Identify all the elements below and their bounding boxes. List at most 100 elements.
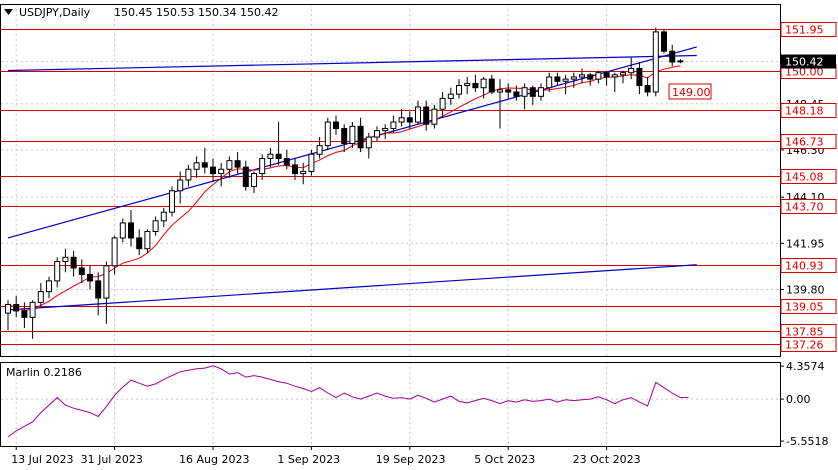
candle-body [46, 280, 52, 293]
candle-body [333, 121, 339, 129]
candle-body [62, 256, 69, 263]
candle-body [513, 91, 520, 97]
candle-body [505, 89, 512, 93]
collapse-arrow-icon[interactable] [4, 9, 13, 15]
oscillator-title: Marlin 0.2186 [6, 366, 82, 379]
trend-line [7, 54, 697, 72]
candle-body [226, 160, 233, 170]
horizontal-levels [1, 29, 780, 345]
candle-body [365, 136, 372, 149]
candle-body [144, 231, 151, 250]
candle-body [579, 74, 585, 78]
candle-body [472, 82, 479, 89]
level-label: 146.73 [785, 136, 824, 149]
candle-body [300, 170, 307, 175]
candle-body [456, 85, 462, 95]
candle-body [357, 125, 364, 149]
grid [1, 4, 780, 446]
target-label-box [668, 83, 712, 100]
x-tick-label: 23 Oct 2023 [573, 453, 641, 466]
candle-body [570, 76, 577, 80]
candle-body [554, 76, 561, 82]
level-label-box [780, 22, 837, 37]
candle-body [611, 74, 618, 78]
candle-body [152, 220, 159, 233]
level-label: 137.26 [785, 339, 824, 352]
current-price-label: 150.42 [785, 56, 824, 69]
candle-body [636, 67, 643, 87]
level-label: 140.93 [785, 260, 824, 273]
candle-body [644, 85, 651, 93]
candle-body [316, 145, 323, 155]
candle-body [587, 74, 594, 80]
level-label: 143.70 [785, 201, 824, 214]
candle-body [324, 121, 331, 147]
current-price-box [781, 54, 836, 69]
candle-body [218, 168, 225, 175]
candle-body [29, 301, 36, 318]
candle-body [128, 222, 134, 239]
candle-body [488, 78, 495, 93]
symbol-label: USDJPY,Daily [19, 6, 91, 19]
oscillator [1, 365, 780, 438]
candle-body [292, 164, 298, 175]
candle-body [251, 173, 257, 187]
candle-body [398, 117, 405, 123]
candle-body [78, 267, 85, 275]
candle-body [70, 256, 77, 269]
level-label-box [780, 299, 837, 314]
candle-body [136, 237, 143, 250]
candle-body [562, 78, 569, 82]
candle-body [242, 166, 249, 187]
candle-body [447, 93, 454, 99]
level-label-box [780, 258, 837, 273]
candle-body [37, 291, 44, 303]
level-label-box [780, 103, 837, 118]
oscillator-line [7, 365, 689, 438]
candle-body [439, 97, 446, 110]
candle-body [538, 87, 544, 97]
level-label: 148.18 [785, 105, 824, 118]
candle-body [374, 130, 380, 138]
candle-body [529, 87, 536, 97]
candle-body [13, 303, 20, 312]
candle-body [21, 310, 28, 318]
candle-body [160, 211, 167, 222]
candle-body [415, 106, 421, 123]
candles [5, 27, 684, 339]
osc-tick-label: 4.3574 [786, 360, 825, 373]
moving-average [7, 65, 701, 312]
candle-body [308, 153, 315, 172]
candle-body [382, 127, 389, 132]
candle-body [349, 125, 356, 145]
osc-tick-label: -5.5518 [786, 435, 828, 448]
candle-body [177, 179, 184, 192]
level-label: 137.85 [785, 326, 824, 339]
candle-body [423, 106, 430, 125]
x-tick-label: 31 Jul 2023 [81, 453, 143, 466]
x-tick-label: 1 Sep 2023 [277, 453, 340, 466]
candle-body [275, 153, 282, 160]
candle-body [259, 158, 266, 175]
candle-body [95, 280, 102, 299]
candle-body [185, 168, 192, 181]
candle-body [628, 67, 635, 74]
candle-body [5, 303, 11, 314]
candle-body [603, 72, 610, 78]
level-label-box [780, 199, 837, 214]
candle-body [677, 60, 684, 63]
y-tick-label: 139.80 [786, 283, 825, 296]
candle-body [595, 72, 602, 80]
x-tick-label: 16 Aug 2023 [179, 453, 249, 466]
x-tick-label: 19 Sep 2023 [376, 453, 446, 466]
candle-body [234, 160, 241, 168]
trend-line [7, 264, 697, 311]
main-pane-frame [0, 4, 781, 357]
osc-tick-label: 0.00 [786, 393, 811, 406]
candle-body [669, 50, 676, 63]
candle-body [169, 190, 175, 213]
level-label-box [780, 134, 837, 149]
x-tick-label: 13 Jul 2023 [11, 453, 73, 466]
candle-body [480, 78, 487, 89]
